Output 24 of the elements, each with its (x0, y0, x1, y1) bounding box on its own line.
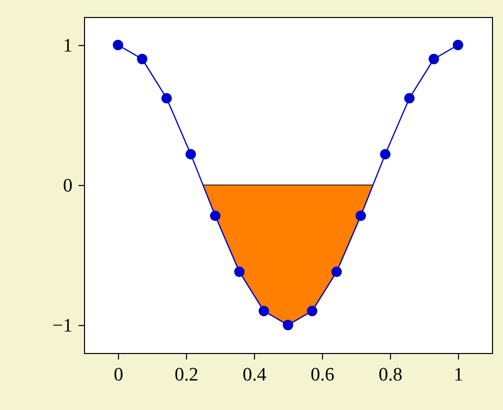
x-tick-label: 0.4 (242, 364, 267, 386)
point (306, 306, 318, 316)
point (234, 266, 245, 278)
x-tick-label: 0.2 (174, 364, 198, 386)
x-tick-label: 0.6 (310, 364, 334, 386)
point (404, 92, 415, 104)
point (331, 266, 342, 278)
point (452, 40, 464, 50)
point (258, 306, 270, 316)
point (210, 210, 220, 222)
point (282, 320, 294, 330)
y-tick-label: 1 (63, 36, 72, 56)
point (380, 148, 390, 160)
point (112, 40, 124, 50)
x-tick-label: 0.8 (378, 364, 402, 386)
point (428, 54, 440, 64)
x-tick-label: 0 (114, 364, 124, 386)
x-tick-label: 1 (454, 364, 464, 386)
y-tick-label: 0 (63, 176, 72, 196)
point (161, 92, 172, 104)
y-tick-label: −1 (52, 316, 72, 336)
point (186, 148, 196, 160)
point (356, 210, 366, 222)
point (136, 54, 148, 64)
